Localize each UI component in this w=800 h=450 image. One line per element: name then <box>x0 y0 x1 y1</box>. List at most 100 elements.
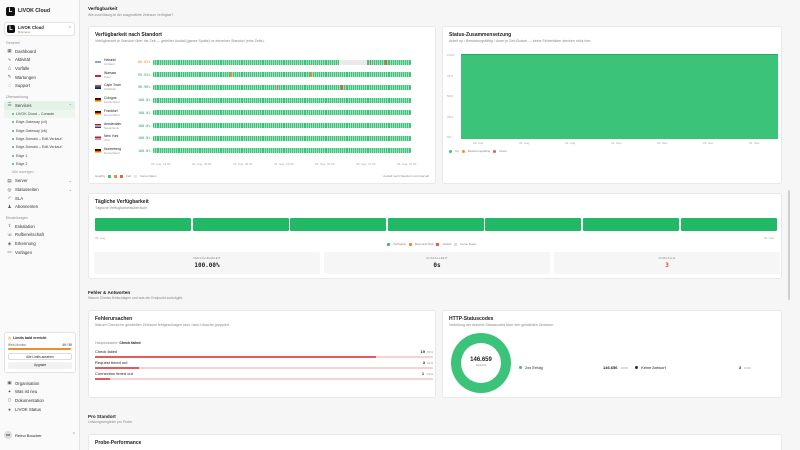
view-limits-button[interactable]: Alle Limits ansehen <box>8 353 72 360</box>
legend-swatch <box>449 149 452 153</box>
sidebar-item-erkennung[interactable]: ◈ Erkennung <box>4 239 75 248</box>
brand-logo-icon: L <box>6 6 15 16</box>
daily-bar[interactable] <box>290 218 387 231</box>
status-x-label: 03. Sep. <box>703 141 715 145</box>
incident-icon: △ <box>7 65 12 71</box>
location-city: Helsinki <box>104 58 116 62</box>
location-row: Helsinki Finnland 86.02% <box>95 57 411 67</box>
status-x-label: 04. Sep. <box>749 141 761 145</box>
location-uptime-strip[interactable] <box>153 59 411 65</box>
globe-icon: ◎ <box>7 186 12 192</box>
show-all-link[interactable]: Alle anzeigen <box>4 168 75 176</box>
sidebar-item-statusseiten[interactable]: ◎ Statusseiten ⌄ <box>4 185 75 194</box>
cause-bar <box>95 367 433 369</box>
sidebar-item-aktivität[interactable]: ∿ Aktivität <box>4 56 75 65</box>
availability-subtitle: Wie zuverlässig ist der ausgewählte Zeit… <box>88 13 174 17</box>
sidebar-item-eskalation[interactable]: ⇧ Eskalation <box>4 222 75 231</box>
location-uptime-strip[interactable] <box>153 123 411 128</box>
sidebar-service-item[interactable]: LIVOK Cloud – Console <box>4 109 75 118</box>
sidebar-service-item[interactable]: Edge-Gateway (v6) <box>4 126 75 134</box>
location-uptime-strip[interactable] <box>153 84 411 90</box>
sidebar-item-support[interactable]: ◌ Support <box>4 81 75 90</box>
daily-bar[interactable] <box>583 218 679 231</box>
daily-bar[interactable] <box>485 218 582 231</box>
fail-mark <box>310 72 312 78</box>
legend-swatch <box>120 174 124 178</box>
location-row: Amsterdam Niederlande 100.0% <box>95 121 411 131</box>
sidebar-item-label: Organisation <box>15 380 40 386</box>
service-label: LIVOK Cloud – Console <box>16 111 55 116</box>
status-y-label: 100% <box>447 53 455 57</box>
daily-axis-start: 29. Aug. <box>95 236 107 240</box>
sidebar-item-server[interactable]: ▤ Server ⌄ <box>4 177 75 186</box>
location-uptime-strip[interactable] <box>153 97 411 103</box>
main-cause-value: Check failed <box>119 341 141 345</box>
donut-total: 146.659 <box>470 357 492 363</box>
brand[interactable]: L LIVOK Cloud <box>4 0 75 22</box>
daily-bar[interactable] <box>387 218 484 231</box>
sidebar-item-services[interactable]: ☰ Services ⌃ <box>4 100 75 110</box>
service-label: Edge 1 <box>16 153 28 158</box>
daily-bar[interactable] <box>95 218 191 231</box>
location-name: Warsaw Polen <box>104 71 138 79</box>
daily-bar[interactable] <box>680 218 777 231</box>
upgrade-button[interactable]: Upgrade <box>8 362 72 369</box>
legend-swatch <box>493 149 497 153</box>
location-country: Südafrika <box>104 87 116 92</box>
flag-de-icon <box>95 98 101 103</box>
cause-label: Check failed <box>95 349 118 354</box>
per-location-subtitle: Leistungsvergleich pro Probe. <box>88 420 133 424</box>
org-switcher[interactable]: L LIVOK Cloud Business ⌃ <box>4 22 75 36</box>
status-x-label: 31. Aug. <box>565 141 577 145</box>
sidebar-item-organisation[interactable]: ▣ Organisation <box>4 379 76 388</box>
stat-2: VORFÄLLE 3 <box>554 252 780 274</box>
location-row: Cologne Deutschland 100.0% <box>95 95 411 105</box>
status-x-label: 30. Aug. <box>519 141 531 145</box>
sidebar-service-item[interactable]: Edge-Domain – Edit-Verkauf <box>4 143 75 151</box>
sidebar-service-item[interactable]: Edge 1 <box>4 152 75 160</box>
availability-title: Verfügbarkeit <box>88 6 118 11</box>
user-menu[interactable]: RB Remo Boucher ⌃ <box>4 431 76 439</box>
sidebar-item-wartungen[interactable]: ✎ Wartungen <box>4 73 75 82</box>
stat-value: 3 <box>665 262 669 269</box>
probe-performance-card: Probe-Performance <box>88 434 782 450</box>
sidebar-item-was-ist-neu[interactable]: ✦ Was ist neu <box>4 388 76 397</box>
sidebar-item-sla[interactable]: ✓ SLA <box>4 194 75 203</box>
scrollbar[interactable] <box>788 190 790 300</box>
location-country: Deutschland <box>104 100 120 105</box>
sidebar-item-vorlagen[interactable]: ▭ Vorlagen <box>4 248 75 257</box>
time-axis-label: 31. Aug. 05:00 <box>233 162 253 166</box>
service-label: Edge-Domain – Edit-Verkauf <box>16 145 62 150</box>
legend-swatch <box>108 174 112 178</box>
sidebar-service-item[interactable]: Edge-Gateway (v4) <box>4 118 75 126</box>
sidebar-item-label: Support <box>15 83 31 89</box>
warning-icon: ⚠ <box>8 336 12 340</box>
cause-row: Check failed 19 83% <box>95 349 433 358</box>
location-row: Cape Town Südafrika 96.96% <box>95 82 411 92</box>
location-uptime-strip[interactable] <box>153 135 411 141</box>
sidebar-item-label: Vorlagen <box>15 249 32 255</box>
legend-right: Ausfall nach Standort und Intervall <box>383 174 429 178</box>
main-content: Verfügbarkeit Wie zuverlässig ist der au… <box>82 0 792 450</box>
location-uptime-strip[interactable] <box>153 72 411 78</box>
cause-pct: 13% <box>426 361 433 365</box>
sidebar-item-abonnenten[interactable]: ♟ Abonnenten <box>4 202 75 211</box>
location-uptime: 95.92% <box>138 72 151 77</box>
sidebar-service-item[interactable]: Edge 2 <box>4 160 75 168</box>
status-y-label: 0% <box>447 135 452 139</box>
sidebar-item-livok-status[interactable]: ● LIVOK Status <box>4 405 76 414</box>
location-uptime-strip[interactable] <box>153 148 411 154</box>
location-city: New York <box>104 134 119 139</box>
location-uptime-strip[interactable] <box>153 110 411 116</box>
sidebar-item-vorfälle[interactable]: △ Vorfälle <box>4 64 75 73</box>
sidebar-item-dashboard[interactable]: ▦ Dashboard <box>4 47 75 56</box>
daily-availability-card: Tägliche Verfügbarkeit Tägliche Verfügba… <box>88 193 782 279</box>
cause-row: Connection timed out 1 4.3% <box>95 371 433 380</box>
sidebar-item-label: Server <box>15 178 28 184</box>
sidebar-item-label: LIVOK Status <box>15 406 42 412</box>
sidebar-item-rufbereitschaft[interactable]: ☏ Rufbereitschaft <box>4 231 75 240</box>
daily-bar[interactable] <box>192 218 289 231</box>
sidebar-item-dokumentation[interactable]: ▯ Dokumentation <box>4 396 76 405</box>
limits-progress <box>8 348 72 350</box>
sidebar-service-item[interactable]: Edge-Domain – Edit-Verkauf <box>4 135 75 143</box>
